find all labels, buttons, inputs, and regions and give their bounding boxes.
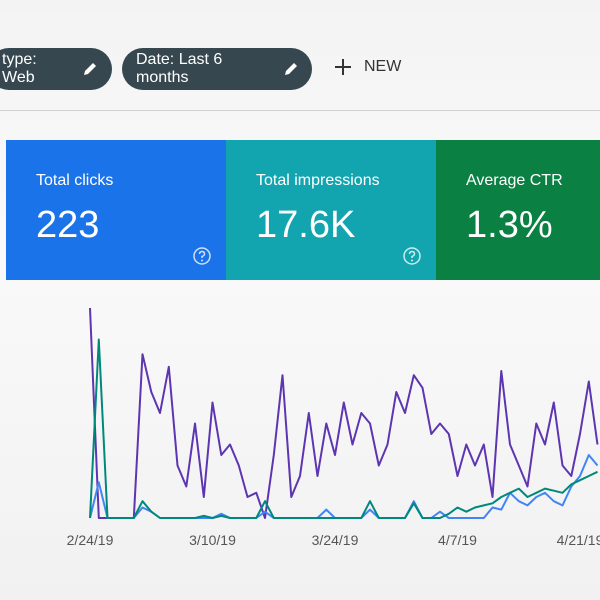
new-button[interactable]: NEW (334, 58, 401, 76)
series-line (89, 338, 598, 519)
edit-icon (284, 63, 297, 75)
metric-label: Total impressions (256, 172, 380, 189)
filter-chip[interactable]: Date: Last 6 months (122, 48, 312, 90)
divider (0, 110, 600, 111)
metric-value: 17.6K (256, 204, 356, 246)
metric-card[interactable]: Total clicks 223 (6, 140, 226, 280)
series-line (89, 307, 599, 519)
plus-icon (335, 59, 351, 75)
edit-icon (84, 63, 97, 75)
chip-label: Date: Last 6 months (136, 51, 223, 86)
metric-label: Average CTR (466, 172, 563, 189)
metric-label: Total clicks (36, 172, 114, 189)
metric-value: 223 (36, 204, 100, 246)
x-tick-label: 3/24/19 (312, 532, 359, 548)
metric-value: 1.3% (466, 204, 553, 246)
filter-chip[interactable]: type: Web (0, 48, 112, 90)
metric-card[interactable]: Total impressions 17.6K (226, 140, 436, 280)
metric-card[interactable]: Average CTR 1.3% (436, 140, 600, 280)
performance-chart: 2/24/19 3/10/19 3/24/19 4/7/19 4/21/19 (67, 307, 600, 548)
help-icon[interactable] (402, 246, 422, 266)
series-line (89, 454, 599, 519)
chip-label: type: Web (2, 51, 37, 86)
x-tick-label: 4/21/19 (557, 532, 600, 548)
x-tick-label: 2/24/19 (67, 532, 114, 548)
x-tick-label: 4/7/19 (438, 532, 477, 548)
help-icon[interactable] (192, 246, 212, 266)
x-tick-label: 3/10/19 (189, 532, 236, 548)
new-label: NEW (364, 58, 402, 75)
